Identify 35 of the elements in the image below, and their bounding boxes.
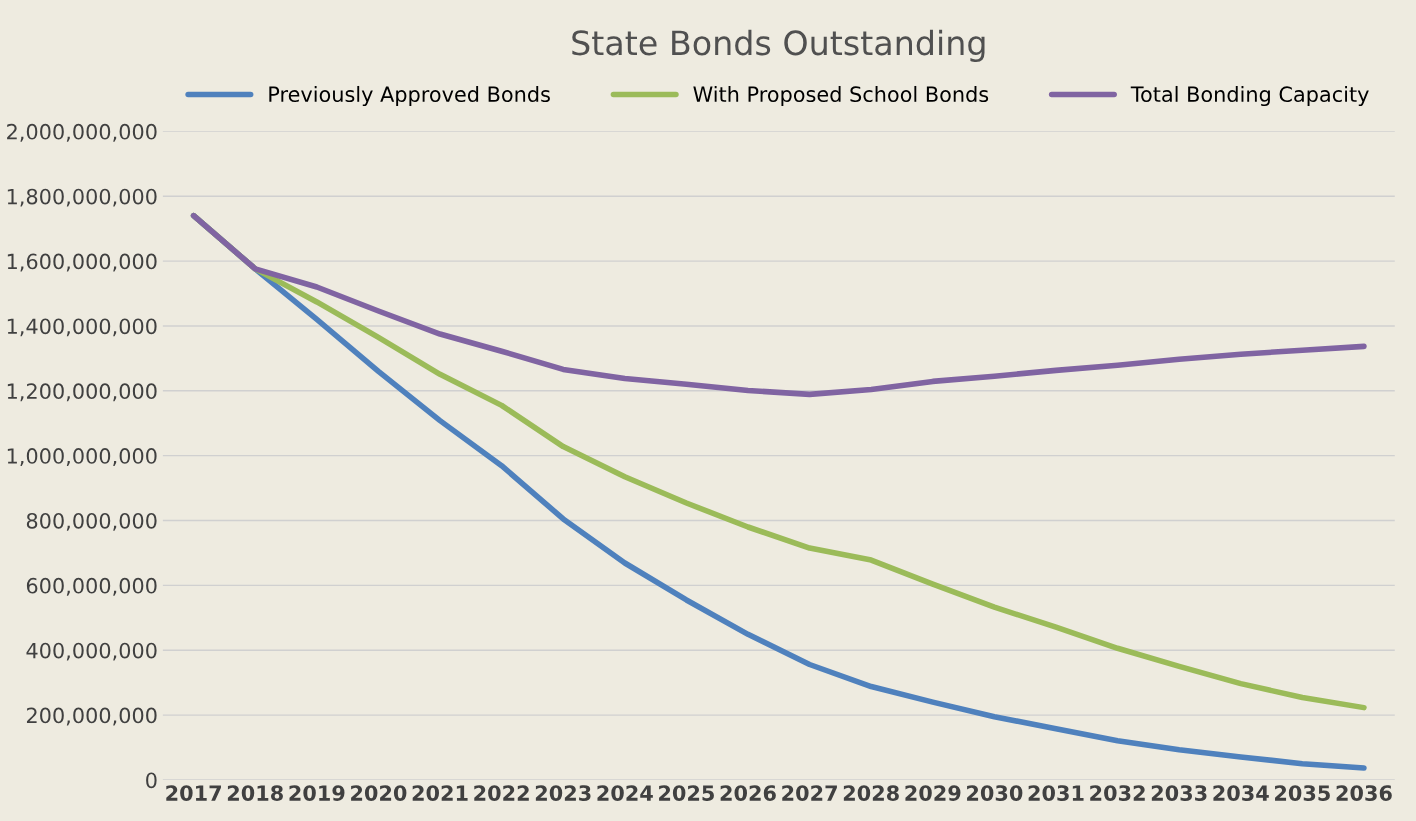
x-tick-label: 2027 [782,785,837,801]
x-tick-label: 2032 [1090,785,1145,801]
x-tick-label: 2035 [1275,785,1330,801]
x-tick-label: 2019 [289,785,345,801]
y-tick-label: 0 [146,772,157,789]
y-tick-label: 600,000,000 [26,577,157,596]
x-tick-label: 2021 [412,785,468,801]
x-tick-label: 2031 [1028,785,1084,801]
x-tick-label: 2022 [474,785,529,801]
legend-label: With Proposed School Bonds [693,85,989,107]
x-tick-label: 2036 [1336,785,1392,801]
y-tick-label: 200,000,000 [26,707,157,726]
y-tick-label: 1,400,000,000 [7,318,157,337]
x-tick-label: 2030 [967,785,1023,801]
legend-label: Previously Approved Bonds [269,85,550,107]
legend-label: Total Bonding Capacity [1130,85,1369,107]
x-tick-label: 2028 [843,785,899,801]
x-tick-label: 2034 [1213,785,1269,801]
x-tick-label: 2033 [1151,785,1207,801]
y-tick-label: 800,000,000 [26,512,157,531]
y-tick-label: 1,800,000,000 [7,188,157,207]
y-tick-label: 1,600,000,000 [7,253,157,272]
y-tick-label: 400,000,000 [26,642,157,661]
x-tick-label: 2017 [166,785,221,801]
x-tick-label: 2023 [535,785,591,801]
chart-title: State Bonds Outstanding [572,29,985,62]
x-tick-label: 2025 [659,785,714,801]
y-tick-label: 2,000,000,000 [7,123,157,142]
x-tick-label: 2026 [720,785,776,801]
y-tick-label: 1,200,000,000 [7,383,157,402]
x-tick-label: 2029 [905,785,961,801]
y-tick-label: 1,000,000,000 [7,448,157,466]
x-tick-label: 2018 [227,785,283,801]
x-tick-label: 2024 [597,785,653,801]
x-tick-label: 2020 [351,785,407,801]
